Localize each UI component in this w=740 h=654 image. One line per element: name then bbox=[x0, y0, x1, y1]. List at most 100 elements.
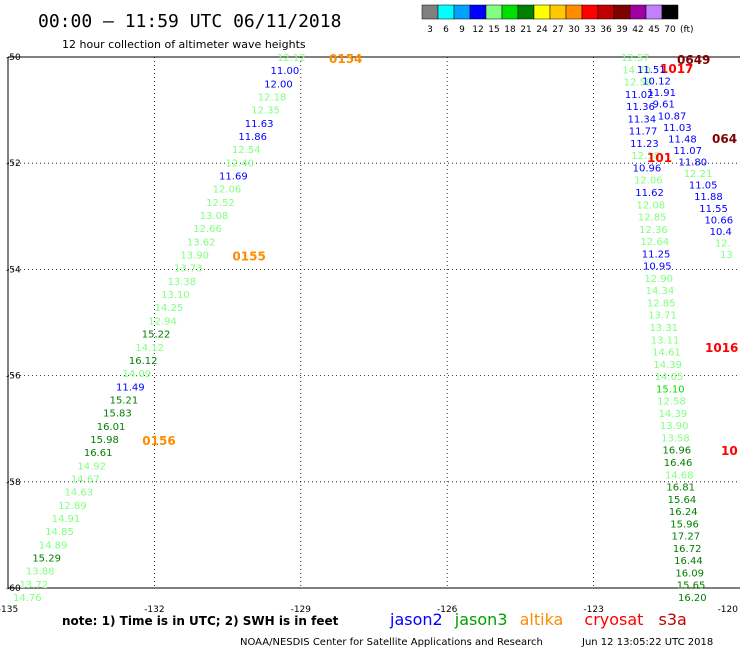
wave-height-label: 16.72 bbox=[673, 544, 702, 555]
latitude-tick-label: -60 bbox=[6, 584, 21, 594]
wave-height-label: 13.71 bbox=[648, 311, 677, 322]
wave-height-label: 11.51 bbox=[637, 65, 666, 76]
wave-height-label: 15.83 bbox=[103, 409, 132, 420]
wave-height-label: 13.58 bbox=[661, 433, 690, 444]
wave-height-label: 12.57 bbox=[621, 53, 650, 64]
wave-height-label: 15.64 bbox=[668, 495, 697, 506]
wave-height-label: 13.73 bbox=[174, 264, 203, 275]
wave-height-label: 16.61 bbox=[84, 448, 113, 459]
satellite-name-label: jason3 bbox=[454, 610, 508, 629]
wave-height-label: 12.21 bbox=[684, 169, 713, 180]
wave-height-label: 13.90 bbox=[660, 421, 689, 432]
legend-label: 45 bbox=[648, 25, 659, 35]
wave-height-label: 14.91 bbox=[52, 514, 81, 525]
wave-height-label: 14.70 bbox=[622, 65, 651, 76]
wave-height-label: 13 bbox=[720, 250, 733, 261]
longitude-tick-label: -129 bbox=[291, 605, 312, 615]
wave-height-label: 13.88 bbox=[26, 567, 55, 578]
legend-label: 39 bbox=[616, 25, 628, 35]
wave-height-label: 11.48 bbox=[668, 134, 697, 145]
legend-label: 21 bbox=[520, 25, 531, 35]
wave-height-label: 16.20 bbox=[678, 593, 707, 604]
satellite-name-label: cryosat bbox=[584, 610, 643, 629]
wave-height-label: 11.91 bbox=[647, 88, 676, 99]
legend-swatch bbox=[565, 4, 583, 20]
legend-swatch bbox=[613, 4, 631, 20]
wave-height-label: 11.36 bbox=[626, 102, 655, 113]
wave-height-label: 14.34 bbox=[646, 286, 675, 297]
longitude-tick-label: -120 bbox=[718, 605, 739, 615]
wave-height-label: 16.96 bbox=[662, 446, 691, 457]
wave-height-label: 14.68 bbox=[665, 470, 694, 481]
wave-height-label: 15.22 bbox=[142, 330, 171, 341]
wave-height-label: 11.88 bbox=[694, 192, 723, 203]
wave-height-label: 15.29 bbox=[32, 553, 61, 564]
time-tag-label: 0155 bbox=[232, 250, 265, 264]
wave-height-label: 14.12 bbox=[135, 343, 164, 354]
footer-timestamp: Jun 12 13:05:22 UTC 2018 bbox=[581, 637, 713, 648]
wave-height-label: 12.89 bbox=[58, 501, 87, 512]
legend-swatch bbox=[549, 4, 567, 20]
legend-label: 12 bbox=[472, 25, 483, 35]
wave-height-label: 12.35 bbox=[251, 106, 280, 117]
wave-height-label: 12.52 bbox=[206, 198, 235, 209]
satellite-legend: jason2 jason3 altika cryosat s3a bbox=[389, 610, 687, 629]
wave-height-label: 11.00 bbox=[271, 66, 300, 77]
legend-swatch bbox=[581, 4, 599, 20]
wave-height-label: 12.06 bbox=[634, 176, 663, 187]
legend-swatch bbox=[629, 4, 647, 20]
wave-height-label: 12.36 bbox=[639, 225, 668, 236]
wave-height-label: 11.49 bbox=[116, 382, 145, 393]
wave-height-label: 11.02 bbox=[625, 90, 654, 101]
longitude-tick-label: -123 bbox=[583, 605, 603, 615]
time-tag-label: 101 bbox=[647, 151, 672, 165]
wave-height-label: 16.44 bbox=[674, 556, 703, 567]
wave-height-label: 10.66 bbox=[704, 215, 733, 226]
satellite-name-label: altika bbox=[520, 610, 564, 629]
legend-label: 42 bbox=[632, 25, 643, 35]
legend-label: 33 bbox=[584, 25, 595, 35]
wave-height-label: 15.10 bbox=[656, 384, 685, 395]
wave-height-label: 12.06 bbox=[213, 185, 242, 196]
satellite-name-label: jason2 bbox=[389, 610, 443, 629]
time-tag-label: 0156 bbox=[142, 434, 175, 448]
wave-height-label: 11.23 bbox=[630, 139, 659, 150]
wave-height-label: 12.08 bbox=[637, 200, 666, 211]
wave-height-label: 15.98 bbox=[90, 435, 119, 446]
wave-height-label: 9.61 bbox=[653, 100, 675, 111]
legend-label: 70 bbox=[664, 25, 676, 35]
legend-label: 36 bbox=[600, 25, 612, 35]
wave-height-label: 15.96 bbox=[670, 519, 699, 530]
wave-height-label: 12.58 bbox=[657, 397, 686, 408]
legend-swatch bbox=[597, 4, 615, 20]
wave-height-label: 12. bbox=[715, 238, 731, 249]
wave-height-label: 12.94 bbox=[148, 316, 177, 327]
wave-height-label: 16.81 bbox=[666, 483, 695, 494]
wave-height-label: 16.01 bbox=[97, 422, 126, 433]
wave-height-label: 13.31 bbox=[650, 323, 679, 334]
wave-height-label: 12.90 bbox=[644, 274, 673, 285]
wave-height-label: 14.05 bbox=[655, 372, 684, 383]
wave-height-label: 14.67 bbox=[71, 474, 100, 485]
wave-height-label: 11.34 bbox=[627, 114, 656, 125]
wave-height-label: 12.12 bbox=[277, 53, 306, 64]
legend-swatch bbox=[533, 4, 551, 20]
satellite-track-a: 12.12 11.00 12.00 12.18 12.35 11.63 11.86 12.54… bbox=[13, 52, 362, 604]
wave-height-label: 11.05 bbox=[689, 181, 718, 192]
legend-unit: (ft) bbox=[680, 25, 694, 35]
wave-height-label: 13.62 bbox=[187, 237, 216, 248]
wave-height-label: 12.85 bbox=[647, 298, 676, 309]
wave-height-label: 11.55 bbox=[699, 204, 728, 215]
legend-swatch bbox=[501, 4, 519, 20]
wave-height-label: 11.69 bbox=[219, 172, 248, 183]
wave-height-label: 10.12 bbox=[642, 77, 671, 88]
legend-label: 30 bbox=[568, 25, 580, 35]
wave-height-label: 12.66 bbox=[193, 224, 222, 235]
wave-height-label: 11.86 bbox=[238, 132, 267, 143]
wave-height-label: 16.46 bbox=[664, 458, 693, 469]
legend-swatch bbox=[517, 4, 535, 20]
wave-height-label: 14.89 bbox=[39, 540, 68, 551]
time-tag-label: 0649 bbox=[677, 53, 710, 67]
wave-height-label: 14.39 bbox=[653, 360, 682, 371]
